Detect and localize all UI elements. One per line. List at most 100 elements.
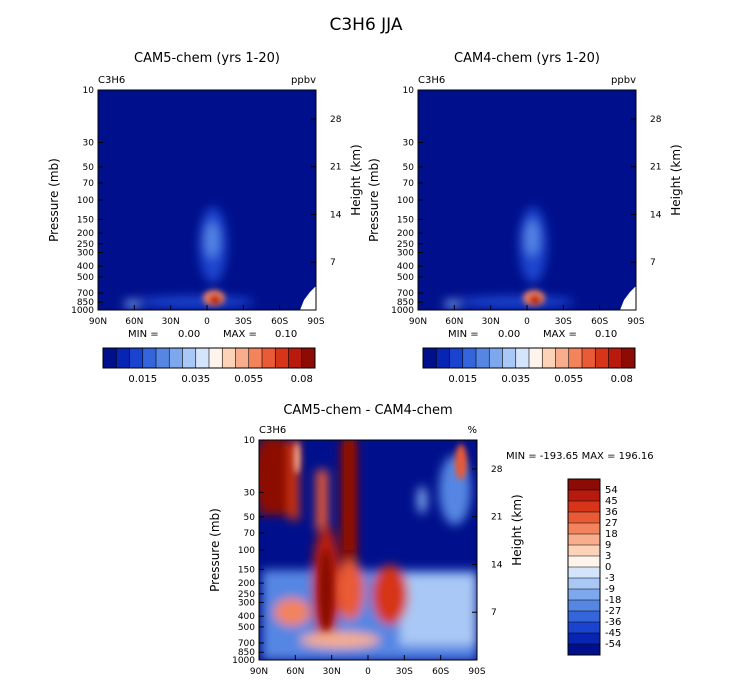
diff-y-tick-label: 300 <box>238 598 255 608</box>
diff-y-tick-label: 10 <box>244 436 256 446</box>
diff-plot-area <box>259 440 477 660</box>
diff-x-tick-label: 60N <box>286 667 304 677</box>
diff-colorbar-swatch <box>568 567 600 579</box>
cam4-colorbar-swatch <box>608 348 623 368</box>
diff-colorbar-label: -3 <box>605 573 615 584</box>
cam5-colorbar-swatch <box>209 348 223 368</box>
cam5-ylabel: Pressure (mb) <box>47 158 61 242</box>
cam4-max-core <box>529 295 541 305</box>
diff-colorbar-label: -27 <box>605 606 621 617</box>
diff-y-tick-label: 200 <box>238 579 255 589</box>
cam5-y-tick-label: 850 <box>77 298 94 308</box>
diff-colorbar-swatch <box>568 644 600 656</box>
diff-colorbar-swatch <box>568 512 600 524</box>
diff-column-30n-core <box>319 550 333 630</box>
cam4-ylabel-right: Height (km) <box>669 144 683 215</box>
diff-title: CAM5-chem - CAM4-chem <box>283 403 452 418</box>
diff-y-tick-label: 850 <box>238 648 255 658</box>
diff-colorbar-label: 27 <box>605 518 618 529</box>
cam5-y-tick-label: 500 <box>77 273 94 283</box>
cam5-x-tick-label: 60N <box>125 317 143 327</box>
diff-colorbar-swatch <box>568 534 600 546</box>
diff-colorbar-label: 3 <box>605 551 611 562</box>
diff-colorbar-swatch <box>568 633 600 645</box>
diff-colorbar-swatch <box>568 600 600 612</box>
diff-colorbar-label: 18 <box>605 529 618 540</box>
cam5-colorbar-swatch <box>182 348 197 368</box>
cam5-colorbar-swatch <box>103 348 117 368</box>
cam5-units-label: ppbv <box>291 75 316 86</box>
diff-colorbar-label: -18 <box>605 595 621 606</box>
cam5-y-tick-label: 1000 <box>71 306 94 316</box>
diff-column-60n <box>289 440 299 520</box>
cam5-y-tick-label: 150 <box>77 215 94 225</box>
diff-y-tick-label: 50 <box>244 513 256 523</box>
diff-colorbar-label: 36 <box>605 507 618 518</box>
diff-sh-red <box>372 565 408 625</box>
cam4-colorbar-swatch <box>621 348 636 368</box>
diff-x-tick-label: 0 <box>365 667 371 677</box>
diff-y-tick-label: 500 <box>238 623 255 633</box>
cam5-y-tick-label: 700 <box>77 289 94 299</box>
cam4-colorbar-swatch <box>462 348 477 368</box>
cam5-height-tick-label: 14 <box>330 210 342 220</box>
cam4-y-tick-label: 10 <box>403 86 415 96</box>
diff-column-15n-core <box>344 440 354 550</box>
cam4-y-tick-label: 250 <box>397 240 414 250</box>
cam5-colorbar-label: 0.015 <box>128 374 157 385</box>
cam4-y-tick-label: 1000 <box>391 306 414 316</box>
diff-colorbar-swatch <box>568 479 600 491</box>
cam4-species-label: C3H6 <box>418 75 445 86</box>
cam5-x-tick-label: 0 <box>204 317 210 327</box>
cam5-y-tick-label: 70 <box>83 179 95 189</box>
diff-ylabel-right: Height (km) <box>510 494 524 565</box>
cam5-colorbar-swatch <box>129 348 144 368</box>
cam5-x-tick-label: 90S <box>307 317 324 327</box>
cam4-x-tick-label: 90S <box>627 317 644 327</box>
cam4-stats-min-value: 0.00 <box>498 329 520 340</box>
cam5-species-label: C3H6 <box>98 75 125 86</box>
cam5-ylabel-right: Height (km) <box>349 144 363 215</box>
cam4-high-lat-spot <box>444 300 460 308</box>
cam4-colorbar-swatch <box>542 348 556 368</box>
cam5-x-tick-label: 90N <box>89 317 107 327</box>
cam4-colorbar-label: 0.035 <box>501 374 530 385</box>
diff-colorbar-swatch <box>568 501 600 513</box>
cam4-x-tick-label: 60N <box>445 317 463 327</box>
diff-y-tick-label: 100 <box>238 546 255 556</box>
cam5-colorbar-swatch <box>235 348 250 368</box>
cam5-colorbar-swatch <box>169 348 183 368</box>
cam5-colorbar-swatch <box>275 348 289 368</box>
diff-y-tick-label: 70 <box>244 529 256 539</box>
cam5-colorbar-swatch <box>301 348 316 368</box>
cam5-colorbar-swatch <box>262 348 276 368</box>
diff-colorbar-swatch <box>568 611 600 623</box>
cam4-plot-area <box>418 90 636 310</box>
cam4-height-tick-label: 28 <box>650 115 662 125</box>
diff-sh-upper-red <box>455 444 467 480</box>
diff-height-tick-label: 21 <box>491 513 502 523</box>
diff-x-tick-label: 90S <box>468 667 485 677</box>
diff-colorbar-swatch <box>568 545 600 557</box>
cam4-stats-max-value: 0.10 <box>595 329 617 340</box>
diff-lower-trop-light <box>400 575 477 645</box>
cam5-high-lat-spot <box>124 300 140 308</box>
cam4-ylabel: Pressure (mb) <box>367 158 381 242</box>
cam4-y-tick-label: 100 <box>397 196 414 206</box>
cam4-units-label: ppbv <box>611 75 636 86</box>
diff-height-tick-label: 28 <box>491 465 503 475</box>
cam5-y-tick-label: 400 <box>77 262 94 272</box>
cam4-colorbar-swatch <box>449 348 464 368</box>
diff-y-tick-label: 400 <box>238 612 255 622</box>
cam4-y-tick-label: 70 <box>403 179 415 189</box>
cam5-height-tick-label: 28 <box>330 115 342 125</box>
cam5-colorbar-label: 0.08 <box>291 374 313 385</box>
cam4-panel: CAM4-chem (yrs 1-20) C3H6 ppbv 103050701… <box>367 51 683 385</box>
cam4-stats-max-label: MAX = <box>543 329 577 340</box>
diff-nh-polar-red-top <box>259 440 289 515</box>
cam5-height-tick-label: 21 <box>330 163 341 173</box>
diff-lower-left-red <box>274 598 310 626</box>
diff-colorbar-swatch <box>568 622 600 634</box>
cam5-height-tick-label: 7 <box>330 258 336 268</box>
